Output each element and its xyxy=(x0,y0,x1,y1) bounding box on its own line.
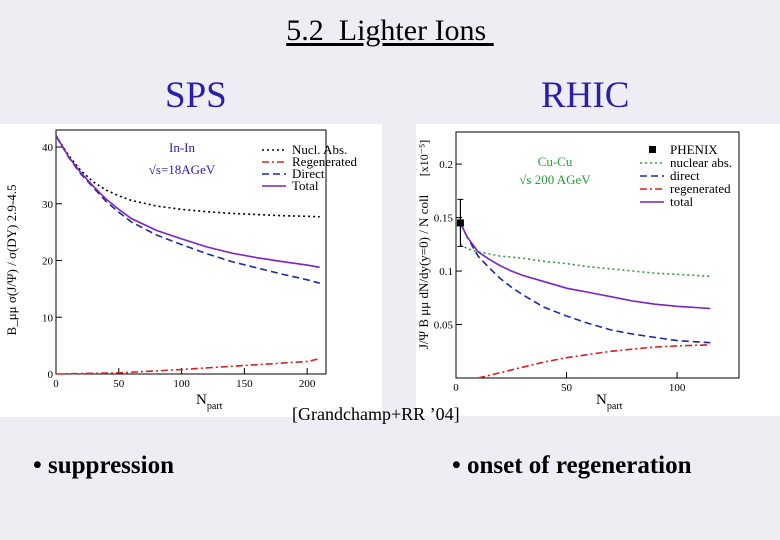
y-tick-label: 0.15 xyxy=(434,213,454,225)
legend-label: Nucl. Abs. xyxy=(292,142,347,157)
legend-marker xyxy=(649,146,656,153)
legend-label: direct xyxy=(670,168,700,183)
bullet-onset-of-regeneration: • onset of regeneration xyxy=(452,452,692,479)
slide-title: 5.2 Lighter Ions xyxy=(286,14,494,47)
series-line-direct xyxy=(459,222,711,344)
series-line-direct xyxy=(55,135,320,284)
y-tick-label: 0 xyxy=(48,369,54,381)
y-tick-label: 30 xyxy=(42,199,54,211)
y-tick-label: 0.2 xyxy=(439,159,453,171)
sps-chart-panel: 0 50 100 150 200 0 10 20 30 40 Nucl. Abs. Regenerat… xyxy=(0,124,382,417)
x-tick-label: 150 xyxy=(236,378,253,390)
x-tick-label: 0 xyxy=(453,382,459,394)
x-tick-label: 50 xyxy=(113,378,125,390)
series-line-regenerated xyxy=(477,344,711,379)
series-line-nuclear-abs xyxy=(459,243,711,278)
y-tick-label: 10 xyxy=(42,312,54,324)
legend-label: Direct xyxy=(292,166,325,181)
bullet-suppression: • suppression xyxy=(33,452,174,479)
legend-label: Regenerated xyxy=(292,154,357,169)
phenix-data-point xyxy=(456,219,464,227)
chart-subtitle: √s=18AGeV xyxy=(149,162,216,177)
series-line-total xyxy=(55,135,320,269)
citation: [Grandchamp+RR ’04] xyxy=(292,404,460,424)
plot-frame xyxy=(455,131,740,379)
legend-label: nuclear abs. xyxy=(670,155,732,170)
x-tick-label: 100 xyxy=(173,378,190,390)
y-tick-label: 20 xyxy=(42,256,54,268)
chart-subtitle: √s 200 AGeV xyxy=(519,172,591,187)
sps-chart: 0 50 100 150 200 0 10 20 30 40 Nucl. Abs.Regenerat… xyxy=(4,129,357,412)
chart-title: Cu-Cu xyxy=(538,154,573,169)
y-axis-label: J/Ψ B μμ dN/dy(y=0) / N coll xyxy=(416,194,431,349)
sps-label: SPS xyxy=(165,75,227,116)
plot-frame xyxy=(55,129,327,375)
legend-label: total xyxy=(670,194,693,209)
x-axis-label: Npart xyxy=(596,392,623,412)
y-tick-label: 0.1 xyxy=(439,266,453,278)
rhic-chart-panel: 0 50 100 0.05 0.1 0.15 0.2 PHENIX nuclear abs. di… xyxy=(416,124,780,416)
x-tick-label: 0 xyxy=(53,378,59,390)
y-tick-label: 40 xyxy=(42,142,54,154)
legend-label: Total xyxy=(292,178,319,193)
x-tick-label: 200 xyxy=(299,378,316,390)
x-tick-label: 100 xyxy=(669,382,686,394)
legend-label: regenerated xyxy=(670,181,731,196)
series-line-nucl-abs xyxy=(55,135,320,218)
chart-title: In-In xyxy=(169,140,195,155)
series-line-regenerated xyxy=(55,357,320,375)
x-tick-label: 50 xyxy=(561,382,573,394)
x-axis-label: Npart xyxy=(196,392,223,412)
y-tick-label: 0.05 xyxy=(434,320,454,332)
rhic-label: RHIC xyxy=(541,75,630,116)
series-line-total xyxy=(459,222,711,310)
legend-label: PHENIX xyxy=(670,142,718,157)
y-axis-label: B_μμ σ(J/Ψ) / σ(DY) 2.9-4.5 xyxy=(4,185,19,336)
y-axis-scale: [x10⁻⁵] xyxy=(417,140,431,177)
